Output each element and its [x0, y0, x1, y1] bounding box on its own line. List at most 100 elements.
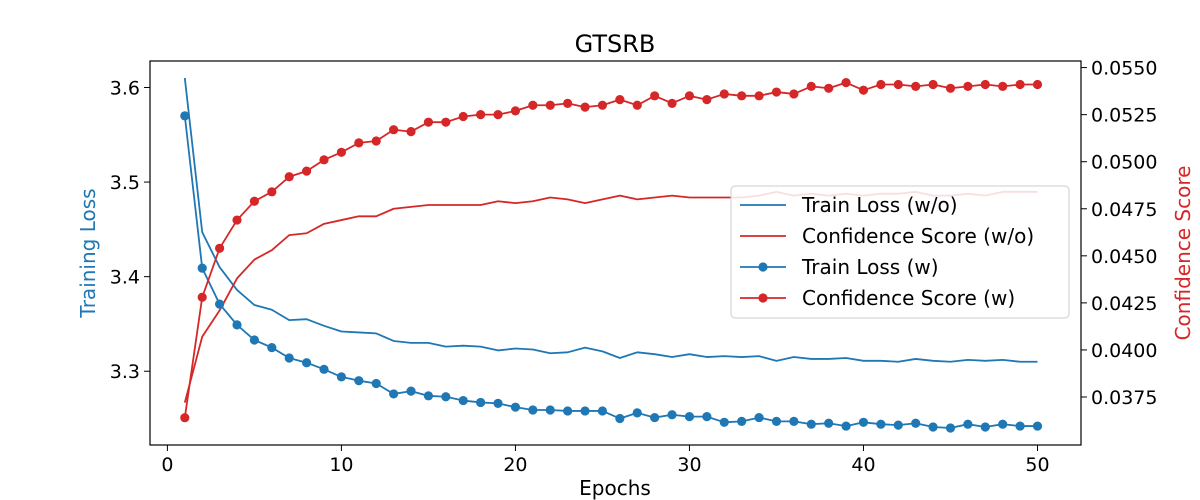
series-line: [183, 77, 1038, 363]
data-point: [1015, 421, 1025, 431]
data-point: [389, 389, 399, 399]
data-point: [493, 398, 503, 408]
data-point: [319, 364, 329, 374]
data-point: [650, 91, 660, 101]
data-point: [893, 420, 903, 430]
legend-label: Confidence Score (w/o): [802, 224, 1034, 248]
data-point: [876, 419, 886, 429]
data-point: [963, 81, 973, 92]
data-point: [737, 416, 747, 426]
data-point: [893, 79, 903, 90]
legend-label: Train Loss (w/o): [801, 193, 958, 217]
data-point: [841, 78, 851, 88]
data-point: [232, 320, 242, 330]
data-point: [980, 79, 990, 90]
y-right-tick-label: 0.0425: [1091, 293, 1157, 315]
data-point: [1015, 79, 1025, 90]
data-point: [180, 413, 190, 423]
data-point: [493, 110, 503, 120]
data-point: [267, 342, 277, 353]
data-point: [284, 172, 294, 182]
data-point: [1032, 421, 1043, 431]
data-point: [841, 421, 851, 431]
data-point: [858, 85, 869, 95]
legend-marker: [758, 262, 768, 272]
legend-entry: Confidence Score (w): [740, 286, 1015, 310]
legend-label: Confidence Score (w): [802, 286, 1015, 310]
data-point: [284, 353, 294, 363]
data-point: [580, 406, 590, 416]
data-point: [563, 98, 573, 108]
data-point: [528, 100, 538, 110]
data-point: [389, 125, 399, 135]
data-point: [232, 215, 242, 225]
data-point: [684, 91, 695, 101]
data-point: [702, 94, 712, 105]
x-axis-label: Epochs: [579, 476, 651, 500]
series-layer: [180, 77, 1043, 433]
data-point: [632, 408, 642, 418]
data-point: [354, 138, 364, 148]
y-right-tick-label: 0.0500: [1091, 152, 1157, 174]
data-point: [458, 395, 468, 406]
data-point: [354, 376, 364, 386]
data-point: [719, 417, 729, 427]
data-point: [998, 81, 1008, 92]
legend-entry: Train Loss (w/o): [740, 193, 958, 217]
data-point: [911, 81, 921, 92]
data-point: [684, 412, 695, 422]
data-point: [406, 126, 416, 137]
series-train-loss-w: [180, 111, 1043, 433]
y-right-tick-label: 0.0400: [1091, 340, 1157, 362]
data-point: [476, 110, 486, 120]
y-right-tick-label: 0.0450: [1091, 246, 1157, 268]
data-point: [215, 243, 225, 253]
data-point: [928, 79, 938, 90]
data-point: [563, 406, 573, 416]
data-point: [371, 378, 381, 389]
data-point: [928, 422, 938, 432]
data-point: [667, 410, 677, 420]
y-axis-left-label: Training Loss: [76, 188, 100, 318]
data-point: [632, 100, 642, 110]
data-point: [458, 111, 468, 122]
data-point: [197, 263, 207, 273]
data-point: [423, 117, 434, 127]
data-point: [597, 100, 608, 110]
y-axis-left: 3.3 3.4 3.5 3.6: [110, 77, 150, 383]
data-point: [824, 83, 834, 93]
x-tick-label: 0: [161, 454, 173, 476]
series-train-loss-w-o: [183, 77, 1038, 363]
data-point: [545, 100, 555, 110]
data-point: [789, 89, 799, 99]
data-point: [1032, 79, 1043, 90]
data-point: [267, 187, 277, 197]
data-point: [336, 147, 347, 157]
data-point: [737, 91, 747, 101]
data-point: [441, 117, 451, 127]
data-point: [911, 418, 921, 428]
y-left-tick-label: 3.5: [110, 172, 140, 194]
plot-frame: [149, 60, 1082, 446]
data-point: [754, 412, 764, 423]
y-axis-right: 0.0375 0.0400 0.0425 0.0450 0.0475 0.0500 0.05…: [1081, 58, 1157, 409]
series-confidence-score-w: [180, 78, 1043, 423]
chart-title: GTSRB: [575, 30, 656, 58]
data-point: [510, 106, 521, 116]
data-point: [980, 422, 990, 432]
data-point: [771, 87, 782, 97]
data-point: [423, 391, 434, 401]
data-point: [806, 419, 816, 429]
x-tick-label: 10: [329, 454, 353, 476]
data-point: [615, 413, 625, 424]
data-point: [510, 402, 521, 412]
data-point: [441, 392, 451, 402]
y-axis-right-label: Confidence Score: [1171, 166, 1195, 341]
x-tick-label: 30: [677, 454, 701, 476]
x-axis: 0 10 20 30 40 50: [161, 445, 1050, 476]
data-point: [528, 405, 538, 415]
x-tick-label: 20: [503, 454, 527, 476]
x-tick-label: 40: [851, 454, 875, 476]
data-point: [580, 102, 590, 112]
